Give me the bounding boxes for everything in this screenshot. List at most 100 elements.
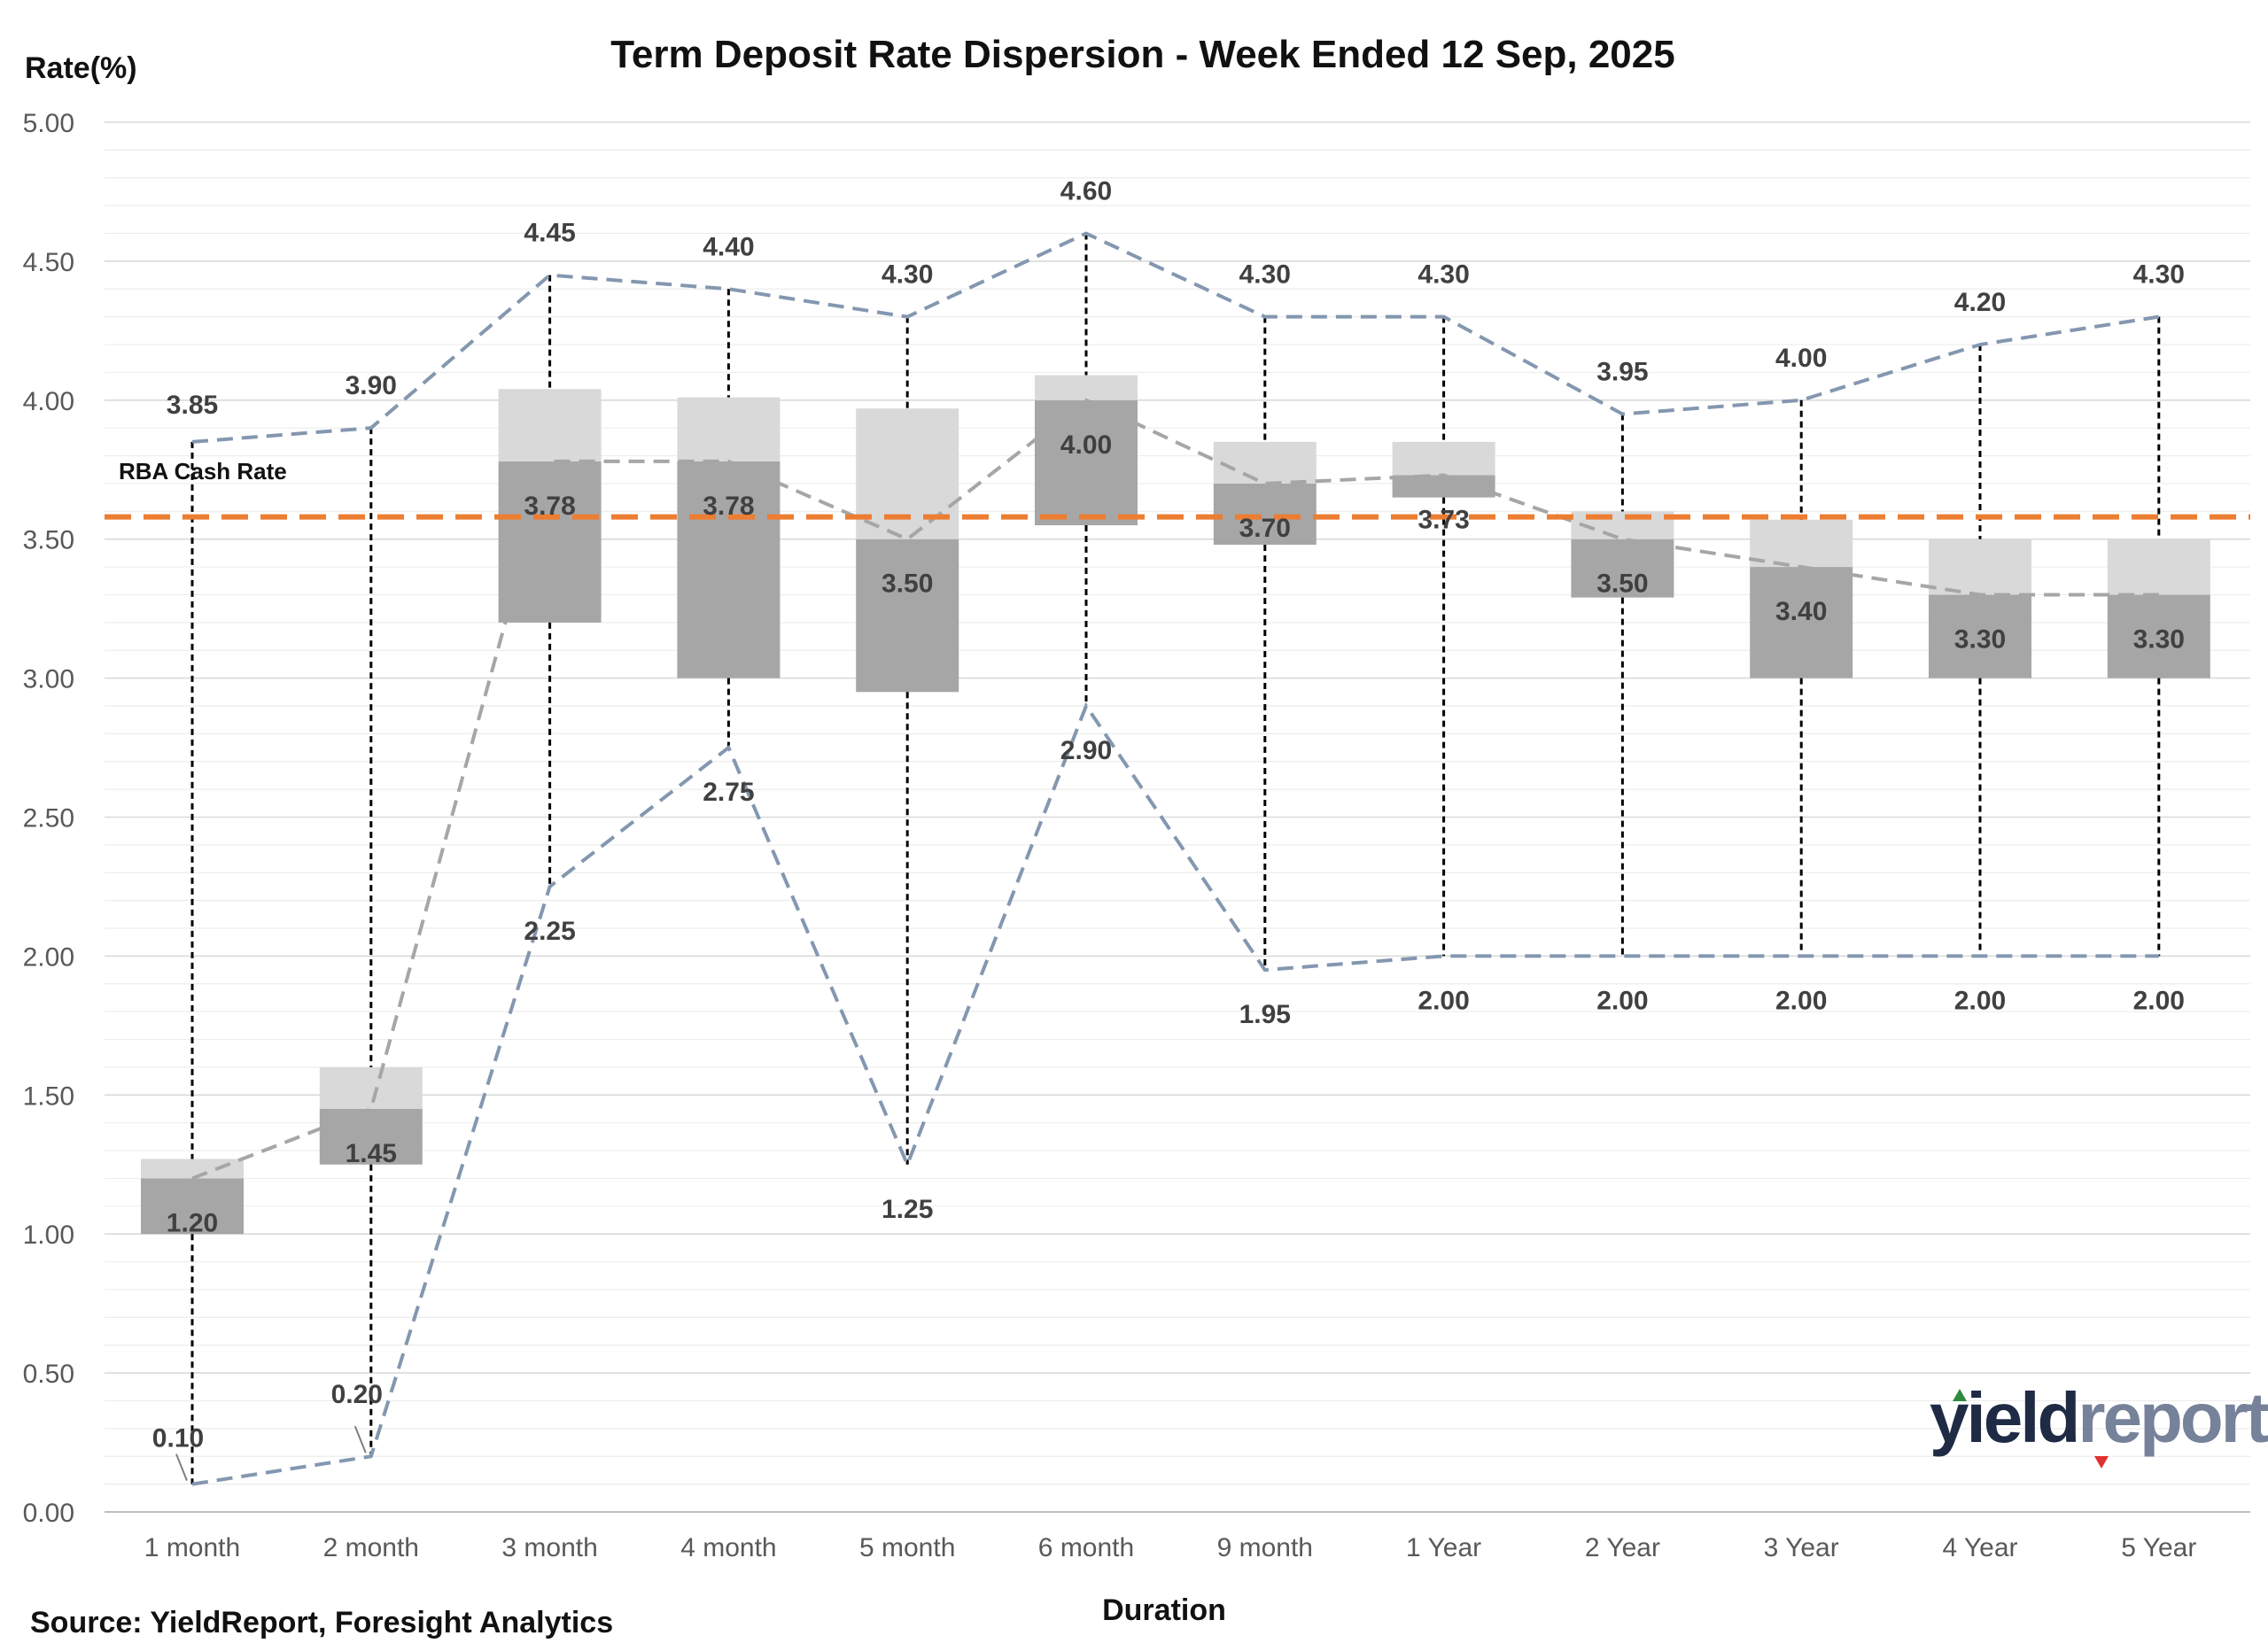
max-label: 3.90 — [346, 371, 397, 400]
box-lower — [1750, 567, 1853, 678]
x-tick-label: 5 month — [859, 1533, 955, 1562]
box-upper — [1750, 519, 1853, 568]
max-label: 4.60 — [1060, 177, 1112, 206]
box-lower — [1929, 594, 2031, 678]
box-lower — [1571, 539, 1674, 598]
box-lower — [1392, 475, 1495, 498]
chart-title: Term Deposit Rate Dispersion - Week Ende… — [610, 33, 1674, 76]
min-label: 1.95 — [1239, 1000, 1291, 1029]
max-label: 4.45 — [524, 219, 575, 248]
box-upper — [1929, 539, 2031, 595]
x-tick-label: 6 month — [1038, 1533, 1134, 1562]
box-upper — [319, 1066, 423, 1109]
y-tick-label: 2.00 — [23, 942, 74, 972]
min-label: 0.20 — [331, 1380, 383, 1409]
arrow-up-icon — [1953, 1389, 1967, 1401]
min-label: 2.90 — [1060, 736, 1112, 765]
median-label: 4.00 — [1060, 430, 1112, 460]
y-tick-label: 3.00 — [23, 665, 74, 694]
min-label: 2.00 — [1954, 986, 2006, 1015]
y-axis-ticks: 0.00 0.50 1.00 1.50 2.00 2.50 3.00 3.50 4.00 4.50… — [23, 109, 74, 1528]
max-label: 4.30 — [1239, 260, 1291, 290]
x-tick-label: 4 Year — [1942, 1533, 2017, 1562]
leader-line — [175, 1453, 188, 1481]
median-label: 3.40 — [1775, 597, 1827, 626]
box-upper — [2107, 539, 2210, 595]
max-label: 4.00 — [1775, 344, 1827, 373]
rba-cash-rate-label: RBA Cash Rate — [119, 458, 287, 484]
series-lines — [191, 231, 2160, 1486]
median-label: 3.70 — [1239, 514, 1291, 543]
min-line — [191, 701, 2159, 1486]
y-tick-label: 4.00 — [23, 387, 74, 416]
y-tick-label: 2.50 — [23, 804, 74, 833]
y-tick-label: 4.50 — [23, 248, 74, 277]
box-lower — [2107, 594, 2210, 678]
median-label: 3.50 — [882, 570, 933, 599]
min-label: 2.00 — [1775, 986, 1827, 1015]
median-label: 3.78 — [524, 492, 575, 521]
max-label: 4.30 — [1418, 260, 1469, 290]
min-label: 2.75 — [703, 778, 754, 807]
min-label: 2.00 — [1418, 986, 1469, 1015]
x-tick-label: 1 Year — [1406, 1533, 1481, 1562]
x-tick-label: 3 month — [501, 1533, 597, 1562]
box-upper — [1392, 441, 1495, 476]
box-lower — [856, 539, 959, 693]
max-label: 4.20 — [1954, 288, 2006, 317]
x-tick-label: 2 Year — [1585, 1533, 1660, 1562]
y-tick-label: 3.50 — [23, 526, 74, 555]
median-label: 3.78 — [703, 492, 754, 521]
box-upper — [498, 389, 602, 461]
box-upper — [677, 397, 781, 461]
boxes — [141, 375, 2210, 1235]
y-tick-label: 0.00 — [23, 1499, 74, 1528]
logo-text-light: report — [2078, 1378, 2268, 1457]
box-lower — [498, 461, 602, 623]
yieldreport-logo: yieldreport — [1930, 1378, 2268, 1469]
median-line — [191, 398, 2159, 1181]
y-axis-title: Rate(%) — [25, 51, 137, 85]
y-tick-label: 5.00 — [23, 109, 74, 138]
box-upper — [141, 1159, 244, 1179]
x-axis-ticks: 1 month 2 month 3 month 4 month 5 month 6 mon… — [144, 1533, 2197, 1562]
box-upper — [1213, 441, 1317, 484]
box-lower — [677, 461, 781, 678]
logo-text-dark: yield — [1930, 1378, 2078, 1457]
box-lower — [1035, 399, 1138, 526]
arrow-down-icon — [2094, 1456, 2109, 1469]
median-label: 3.50 — [1596, 570, 1648, 599]
box-lower — [319, 1108, 423, 1165]
whiskers — [190, 233, 2161, 1484]
x-tick-label: 5 Year — [2121, 1533, 2196, 1562]
min-label: 2.25 — [524, 917, 575, 946]
box-lower — [1213, 483, 1317, 545]
median-label: 3.30 — [1954, 624, 2006, 654]
min-label: 1.25 — [882, 1195, 933, 1224]
min-label: 0.10 — [152, 1424, 204, 1453]
box-lower — [141, 1178, 244, 1235]
x-tick-label: 2 month — [323, 1533, 419, 1562]
median-label: 1.45 — [346, 1139, 397, 1168]
median-label: 1.20 — [167, 1208, 218, 1237]
max-label: 4.30 — [2133, 260, 2185, 290]
x-tick-label: 3 Year — [1764, 1533, 1839, 1562]
min-label: 2.00 — [1596, 986, 1648, 1015]
gridlines — [105, 121, 2250, 1513]
data-labels: 3.85 0.10 1.20 3.90 0.20 1.45 4.45 2.25 3.78 4.40… — [152, 177, 2185, 1481]
x-tick-label: 9 month — [1217, 1533, 1313, 1562]
x-tick-label: 4 month — [680, 1533, 776, 1562]
x-tick-label: 1 month — [144, 1533, 240, 1562]
source-note: Source: YieldReport, Foresight Analytics — [30, 1606, 613, 1639]
median-label: 3.30 — [2133, 624, 2185, 654]
y-tick-label: 0.50 — [23, 1360, 74, 1389]
median-label: 3.73 — [1418, 506, 1469, 535]
y-tick-label: 1.50 — [23, 1081, 74, 1111]
y-tick-label: 1.00 — [23, 1221, 74, 1250]
reference-line: RBA Cash Rate — [105, 458, 2250, 520]
box-upper — [1035, 375, 1138, 400]
max-label: 3.85 — [167, 391, 218, 420]
min-label: 2.00 — [2133, 986, 2185, 1015]
